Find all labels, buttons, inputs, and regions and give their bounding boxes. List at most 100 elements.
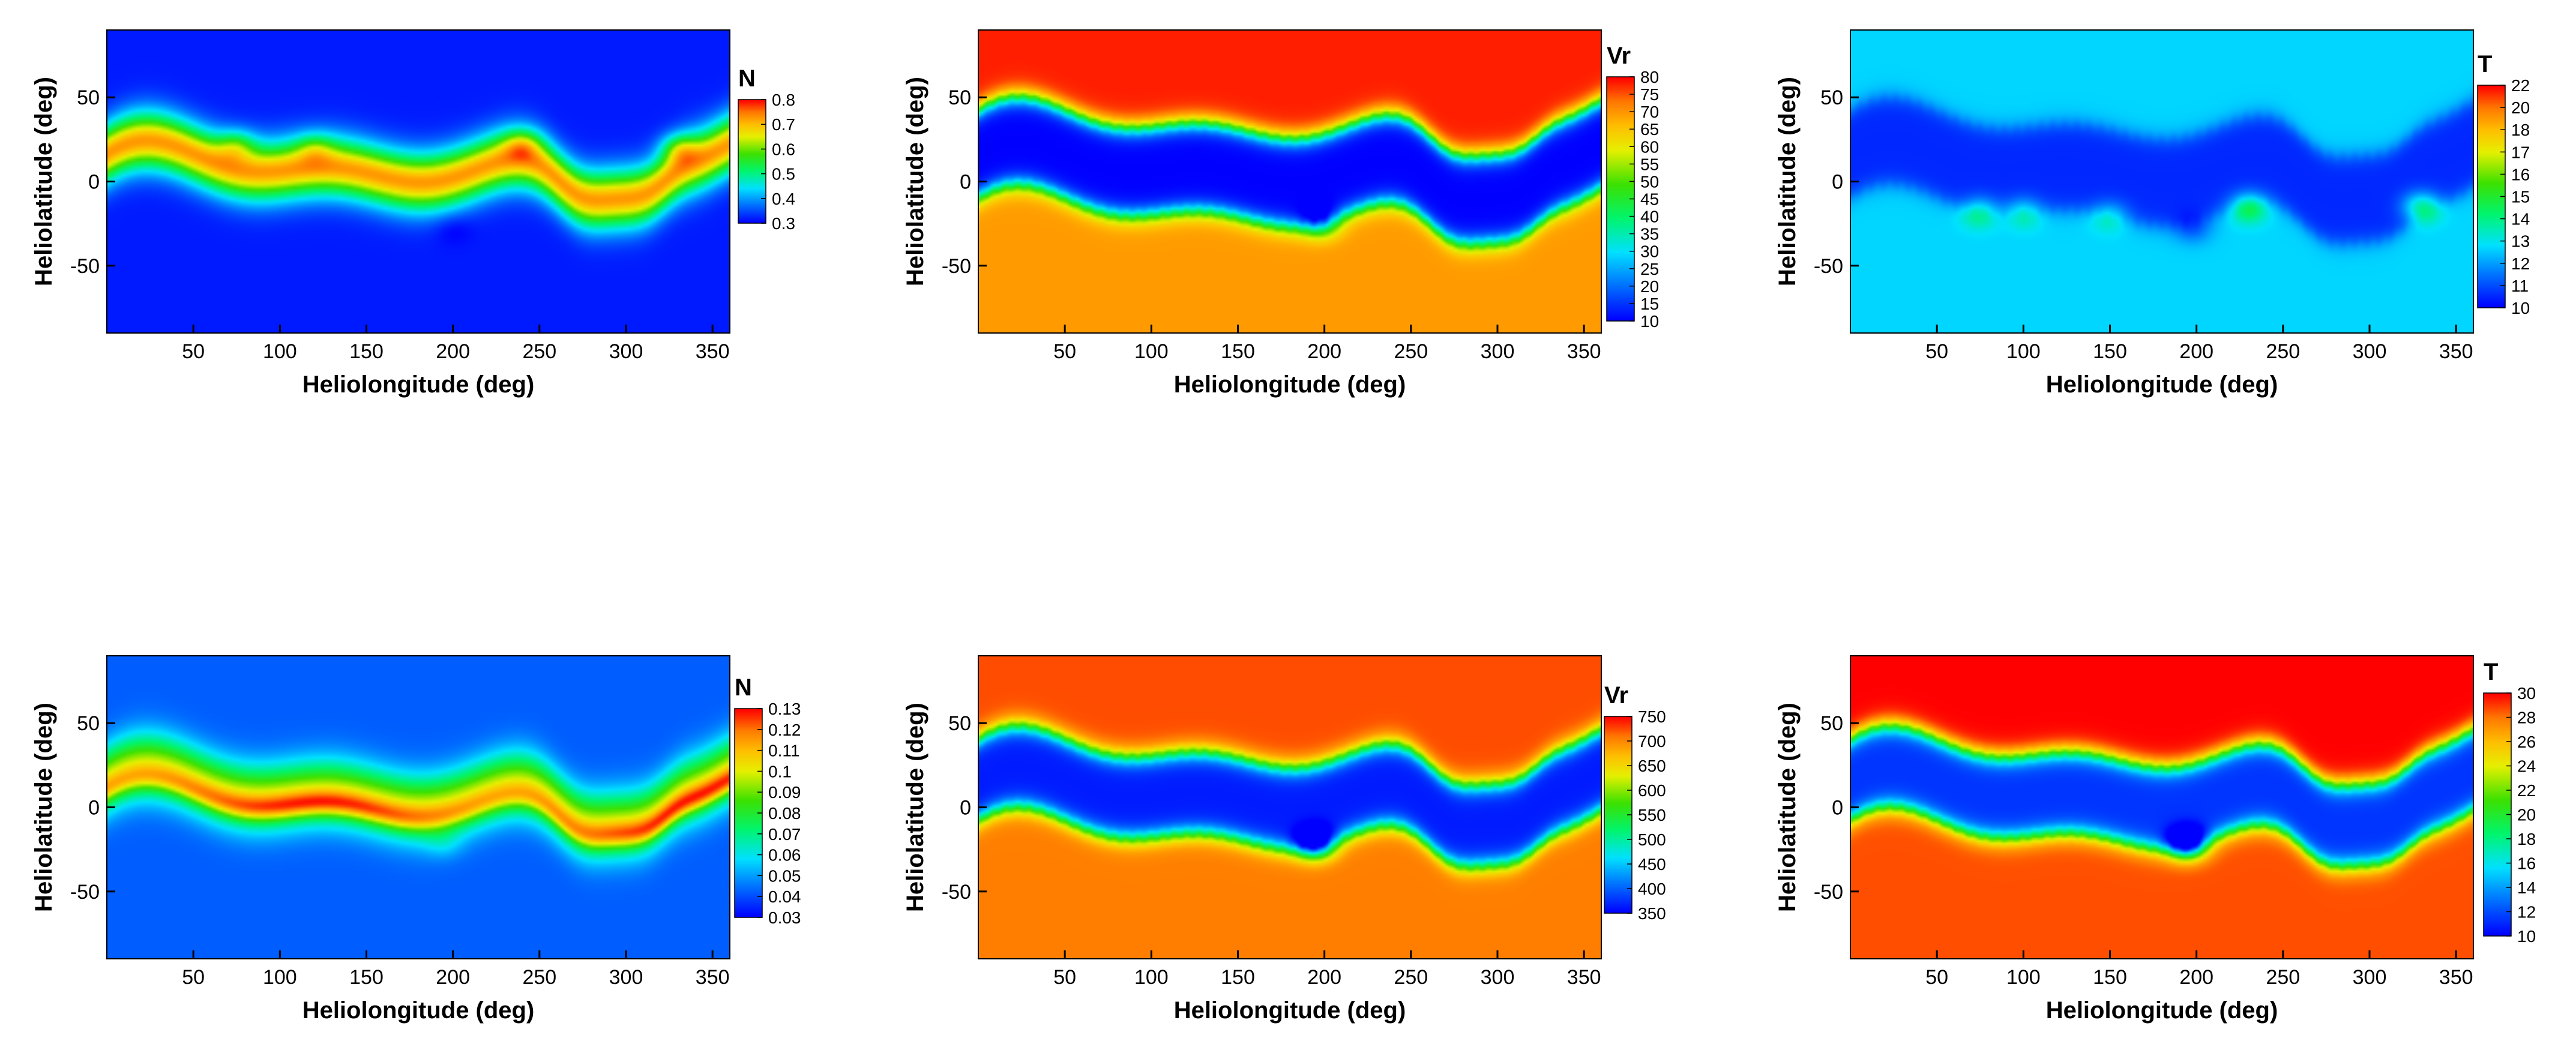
panel-bottom-right: 50 100 150 200 250 300 350 50 0 -50 Heliolongitude… [1774,655,2536,1024]
colorbar-tick-label: 35 [1640,225,1659,244]
heatmap-top-right [1850,30,2473,333]
colorbar-tick-label: 350 [1638,904,1666,923]
x-tick-label: 150 [349,340,384,363]
panel-top-left: 50 100 150 200 250 300 350 50 0 -50 Heliolongitude… [31,29,795,398]
y-tick-label: 0 [1832,797,1843,820]
y-tick-label: -50 [1814,881,1843,904]
y-tick-label: 50 [77,86,100,109]
colorbar-tick-label: 30 [2517,684,2536,703]
colorbar: N 0.8 0.7 0.6 0.5 0.4 0.3 [738,65,795,233]
y-tick-label: 0 [88,171,100,194]
x-tick-label: 350 [696,340,730,363]
colorbar-tick-label: 11 [2511,277,2529,295]
colorbar-tick-label: 75 [1640,85,1659,104]
colorbar-tick-label: 12 [2511,254,2530,273]
y-axis-title: Heliolatitude (deg) [1774,77,1801,286]
heatmap-top-left [107,30,730,333]
x-tick-label: 50 [1925,340,1948,363]
x-tick-label: 100 [1134,340,1169,363]
panel-bottom-left: 50 100 150 200 250 300 350 50 0 -50 Heliolongitude… [31,655,801,1024]
panel-bottom-middle: 50 100 150 200 250 300 350500-50Heliolongitude… [902,655,1666,1024]
x-axis-title: Heliolongitude (deg) [1174,371,1406,398]
x-axis-title: Heliolongitude (deg) [2046,371,2278,398]
x-tick-label: 100 [263,966,297,989]
colorbar-title: Vr [1604,682,1628,709]
y-tick-label: 50 [948,712,971,735]
colorbar-tick-label: 70 [1640,103,1659,121]
y-axis-title: Heliolatitude (deg) [31,703,57,912]
colorbar: N 0.13 0.12 0.11 0.1 0.09 0.08 0.07 0.060.05 0.04… [734,674,801,927]
colorbar-tick-label: 20 [2511,98,2530,117]
x-axis-title: Heliolongitude (deg) [1174,997,1406,1024]
colorbar-tick-label: 40 [1640,208,1659,226]
colorbar-tick-label: 0.09 [768,783,801,802]
colorbar-tick-label: 0.1 [768,762,792,781]
y-tick-label: 0 [1832,171,1843,194]
x-tick-label: 200 [2179,966,2213,989]
colorbar-tick-label: 0.04 [768,887,801,906]
x-tick-label: 50 [1053,340,1076,363]
x-tick-label: 300 [2353,340,2387,363]
heatmap-top-middle [978,30,1601,333]
colorbar-tick-label: 28 [2517,709,2536,727]
x-tick-label: 200 [1307,340,1341,363]
colorbar-tick-label: 0.03 [768,908,801,927]
colorbar-tick-label: 500 [1638,830,1666,849]
x-tick-label: 150 [2093,340,2127,363]
x-tick-label: 100 [263,340,297,363]
colorbar-title: T [2484,659,2498,685]
x-tick-label: 350 [2439,340,2473,363]
colorbar-tick-label: 24 [2517,757,2536,776]
x-tick-label: 300 [609,966,643,989]
y-tick-label: 50 [1820,86,1843,109]
x-axis-title: Heliolongitude (deg) [302,997,535,1024]
colorbar-tick-label: 22 [2517,781,2536,800]
colorbar-tick-label: 0.4 [772,190,795,208]
x-tick-label: 250 [1394,340,1428,363]
colorbar-tick-label: 13 [2511,232,2530,251]
colorbar-tick-label: 450 [1638,855,1666,874]
x-axis-title: Heliolongitude (deg) [2046,997,2278,1024]
colorbar-frame [738,99,766,224]
colorbar-tick-label: 0.7 [772,115,795,134]
x-tick-label: 50 [1053,966,1076,989]
colorbar-tick-label: 10 [2511,299,2530,317]
x-tick-label: 300 [2353,966,2387,989]
y-axis-title: Heliolatitude (deg) [31,77,57,286]
colorbar-tick-label: 0.06 [768,846,801,865]
colorbar-tick-label: 0.3 [772,214,795,233]
heatmap-bottom-left [107,656,730,959]
colorbar-tick-label: 750 [1638,707,1666,726]
y-tick-label: 0 [88,797,100,820]
x-tick-label: 100 [1134,966,1169,989]
colorbar-tick-label: 0.6 [772,140,795,158]
y-tick-label: 0 [960,171,971,194]
y-tick-label: 50 [1820,712,1843,735]
x-tick-label: 200 [2179,340,2213,363]
x-tick-label: 150 [1221,966,1255,989]
colorbar-tick-label: 10 [1640,312,1659,331]
colorbar-tick-label: 16 [2511,165,2530,184]
colorbar-tick-label: 0.11 [768,742,799,760]
x-tick-label: 350 [1567,966,1601,989]
colorbar-tick-label: 60 [1640,137,1659,156]
x-tick-label: 200 [436,340,470,363]
colorbar-tick-label: 65 [1640,120,1659,139]
colorbar-tick-label: 14 [2517,878,2536,897]
x-tick-label: 350 [696,966,730,989]
colorbar-tick-label: 55 [1640,155,1659,173]
x-tick-label: 300 [1481,340,1515,363]
colorbar-tick-label: 16 [2517,854,2536,873]
colorbar-tick-label: 550 [1638,806,1666,824]
colorbar-tick-label: 0.08 [768,804,801,823]
colorbar-tick-label: 26 [2517,733,2536,751]
x-tick-label: 250 [2266,966,2300,989]
x-tick-label: 200 [436,966,470,989]
x-tick-label: 150 [1221,340,1255,363]
colorbar-tick-label: 0.12 [768,721,801,739]
colorbar-title: T [2478,51,2492,77]
colorbar-tick-label: 20 [2517,806,2536,824]
colorbar-tick-label: 20 [1640,277,1659,296]
